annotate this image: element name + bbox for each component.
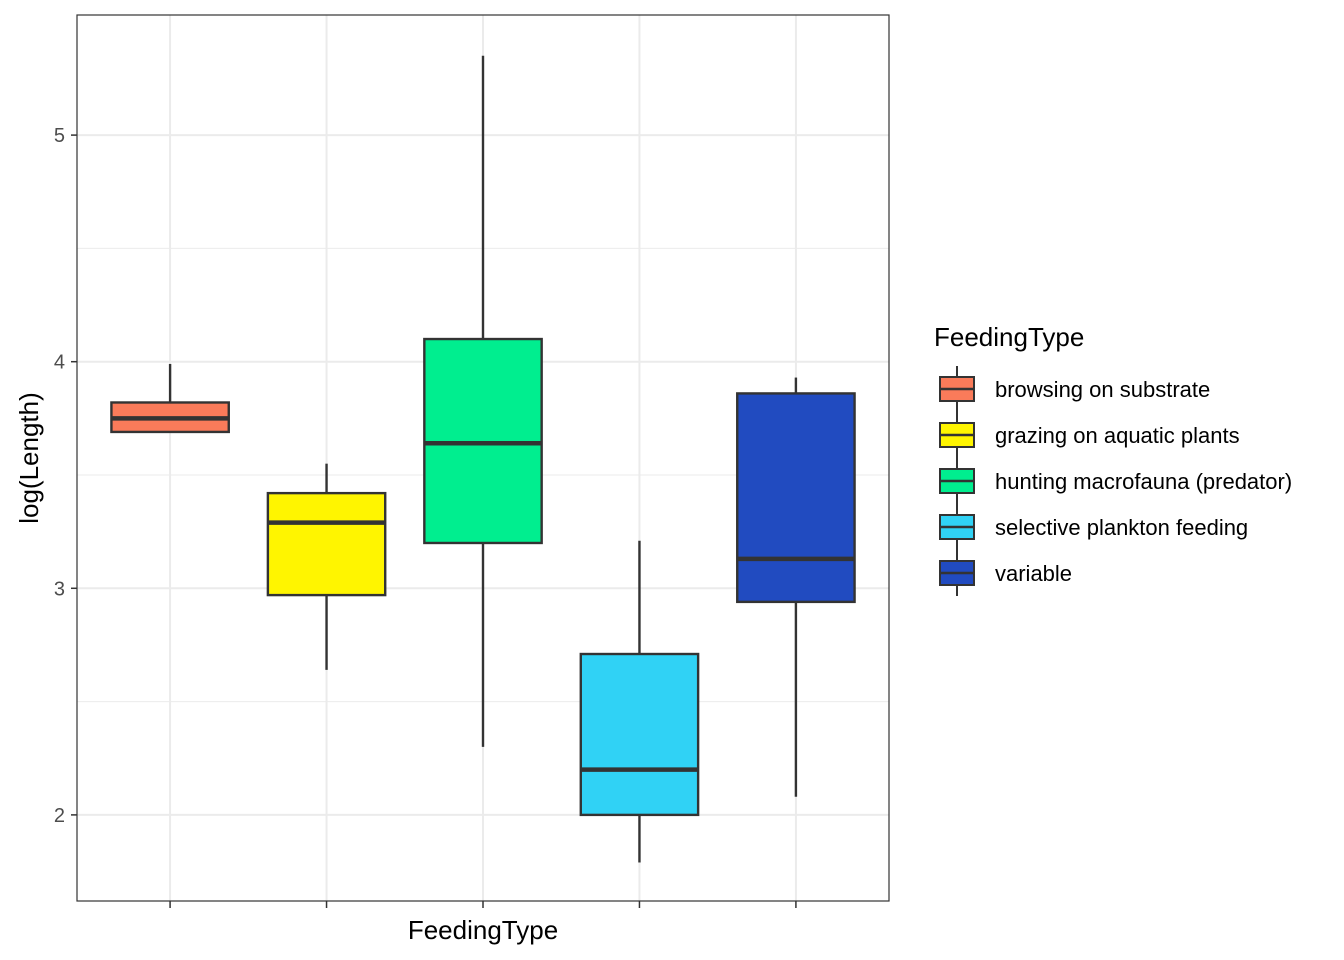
box-body [736,392,856,604]
box-body [579,652,700,817]
legend-label: browsing on substrate [995,377,1210,402]
y-tick-label: 5 [54,125,65,147]
y-axis-title: log(Length) [14,392,44,524]
box-group [110,363,230,434]
legend-label: variable [995,561,1072,586]
box-group [579,540,700,863]
panel-border [76,14,890,902]
y-tick-label: 3 [54,578,65,600]
box-body [266,491,387,597]
box-group [266,463,387,670]
legend-title: FeedingType [934,322,1084,352]
legend: FeedingType browsing on substrate grazing… [934,322,1292,596]
box-body [423,337,543,545]
legend-label: grazing on aquatic plants [995,423,1240,448]
legend-item: selective plankton feeding [939,504,1248,550]
y-tick-label: 4 [54,352,65,374]
legend-item: hunting macrofauna (predator) [939,458,1292,504]
legend-item: browsing on substrate [939,366,1210,412]
legend-item: variable [939,550,1072,596]
box-group [736,377,856,797]
y-axis: 2 3 4 5 [54,125,77,827]
x-axis [169,901,797,908]
legend-item: grazing on aquatic plants [939,412,1240,458]
y-tick-label: 2 [54,805,65,827]
box-group [423,55,543,747]
legend-label: hunting macrofauna (predator) [995,469,1292,494]
x-axis-title: FeedingType [408,915,558,945]
legend-label: selective plankton feeding [995,515,1248,540]
boxes-layer [110,55,856,863]
